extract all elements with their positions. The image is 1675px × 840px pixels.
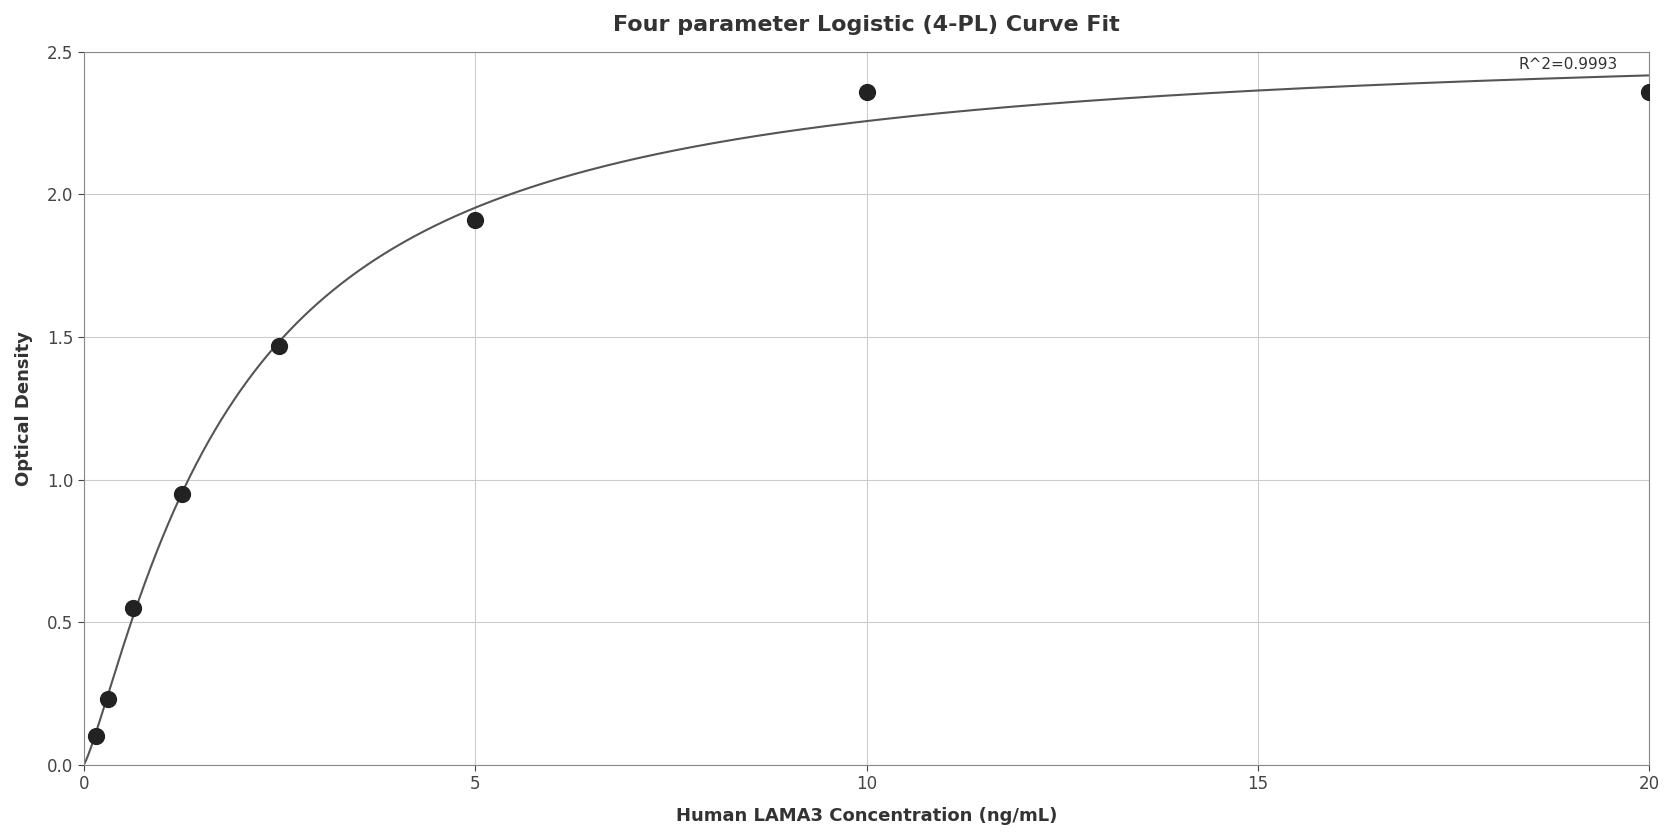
Point [462, 213, 489, 227]
Point [119, 601, 146, 615]
Point [95, 692, 122, 706]
Title: Four parameter Logistic (4-PL) Curve Fit: Four parameter Logistic (4-PL) Curve Fit [613, 15, 1121, 35]
Point [853, 85, 879, 98]
Point [1636, 85, 1663, 98]
Point [266, 339, 293, 352]
Text: R^2=0.9993: R^2=0.9993 [1519, 57, 1618, 71]
Y-axis label: Optical Density: Optical Density [15, 331, 34, 486]
X-axis label: Human LAMA3 Concentration (ng/mL): Human LAMA3 Concentration (ng/mL) [677, 807, 1057, 825]
Point [82, 729, 109, 743]
Point [168, 487, 194, 501]
